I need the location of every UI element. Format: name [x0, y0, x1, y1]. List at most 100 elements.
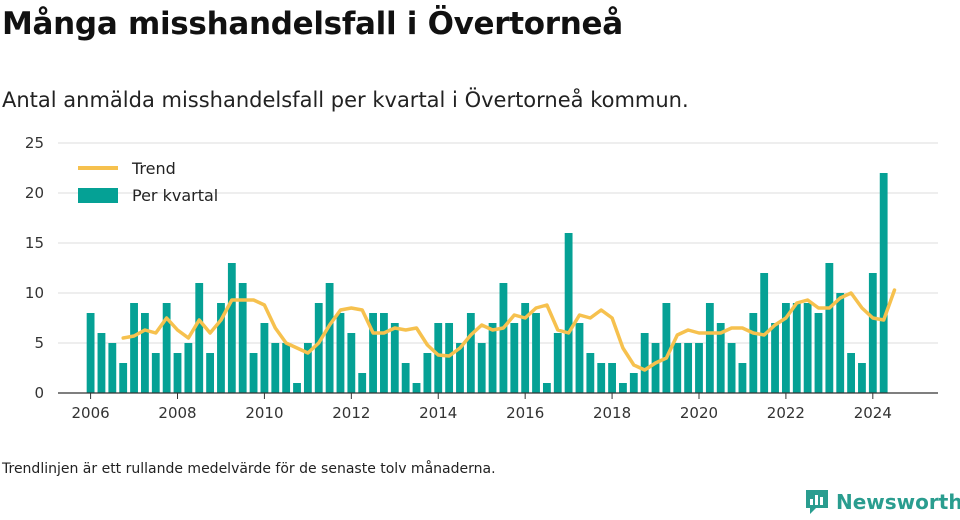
x-axis: 2006 2008 2010 2012 2014 2016 2018 2020 2022 2024	[58, 392, 938, 422]
bar	[597, 363, 606, 393]
legend: Trend Per kvartal	[78, 159, 218, 205]
bar	[445, 323, 454, 393]
bar	[564, 233, 573, 393]
bar	[282, 343, 291, 393]
x-tick-label: 2012	[332, 404, 370, 422]
bar	[532, 313, 540, 393]
bar	[401, 363, 410, 393]
bar	[369, 313, 377, 393]
legend-bar-label: Per kvartal	[132, 186, 218, 205]
bar	[108, 343, 117, 393]
bar	[162, 303, 171, 393]
bar	[173, 353, 182, 393]
bar	[390, 323, 399, 393]
y-tick-label: 20	[25, 184, 44, 202]
bar	[206, 353, 215, 393]
bar	[325, 283, 334, 393]
bar	[184, 343, 193, 393]
bar	[119, 363, 128, 393]
x-tick-label: 2016	[506, 404, 544, 422]
bar	[271, 343, 280, 393]
bar	[336, 313, 345, 393]
bar	[858, 363, 866, 393]
footnote: Trendlinjen är ett rullande medelvärde f…	[2, 461, 496, 477]
bar	[716, 323, 725, 393]
bar-series	[86, 173, 888, 393]
bar	[314, 303, 323, 393]
brand[interactable]: Newsworthy	[804, 488, 960, 516]
bar	[879, 173, 888, 393]
bar	[836, 293, 845, 393]
bar	[347, 333, 356, 393]
bar	[847, 353, 855, 393]
bar	[249, 353, 258, 393]
grid	[58, 142, 938, 344]
bar	[542, 383, 551, 393]
bar	[619, 383, 627, 393]
x-tick-label: 2010	[245, 404, 283, 422]
bar	[792, 303, 801, 393]
bar	[151, 353, 160, 393]
bar	[217, 303, 225, 393]
bar	[466, 313, 475, 393]
bar	[673, 343, 682, 393]
bar	[293, 383, 301, 393]
bar	[358, 373, 367, 393]
bar	[684, 343, 693, 393]
x-tick-label: 2018	[593, 404, 631, 422]
chart-title: Många misshandelsfall i Övertorneå	[2, 6, 623, 42]
y-tick-label: 25	[25, 134, 44, 152]
trend-line	[121, 288, 897, 372]
bar	[727, 343, 736, 393]
y-tick-label: 5	[34, 334, 44, 352]
bar	[130, 303, 138, 393]
bar	[575, 323, 584, 393]
bar	[629, 373, 638, 393]
y-tick-label: 15	[25, 234, 44, 252]
bar	[521, 303, 530, 393]
x-tick-label: 2024	[854, 404, 892, 422]
bar	[227, 263, 236, 393]
bar	[738, 363, 747, 393]
bar	[868, 273, 877, 393]
bar	[608, 363, 616, 393]
bar	[662, 303, 671, 393]
y-tick-label: 0	[34, 384, 44, 402]
legend-bar-swatch	[78, 188, 118, 203]
newsworthy-logo-icon	[806, 490, 828, 514]
bar	[195, 283, 204, 393]
bar	[456, 343, 464, 393]
bar	[141, 313, 149, 393]
y-axis: 0 5 10 15 20 25	[25, 134, 44, 402]
bar	[640, 333, 649, 393]
bar	[488, 323, 497, 393]
bar	[477, 343, 486, 393]
x-tick-label: 2022	[767, 404, 805, 422]
x-tick-label: 2008	[158, 404, 196, 422]
bar	[771, 323, 779, 393]
bar	[749, 313, 758, 393]
bar	[586, 353, 595, 393]
bar	[705, 303, 714, 393]
bar	[803, 303, 812, 393]
bar	[814, 313, 823, 393]
bar	[434, 323, 443, 393]
bar	[781, 303, 790, 393]
bar	[695, 343, 703, 393]
bar	[499, 283, 508, 393]
bar	[553, 333, 562, 393]
bar	[825, 263, 834, 393]
bar	[412, 383, 421, 393]
bar	[260, 323, 269, 393]
x-tick-label: 2006	[71, 404, 109, 422]
chart-subtitle: Antal anmälda misshandelsfall per kvarta…	[2, 88, 689, 112]
bar	[97, 333, 106, 393]
x-tick-label: 2014	[419, 404, 457, 422]
y-tick-label: 10	[25, 284, 44, 302]
bar	[380, 313, 388, 393]
trend-series	[121, 288, 897, 372]
bar	[238, 283, 247, 393]
x-tick-label: 2020	[680, 404, 718, 422]
bar	[651, 343, 660, 393]
